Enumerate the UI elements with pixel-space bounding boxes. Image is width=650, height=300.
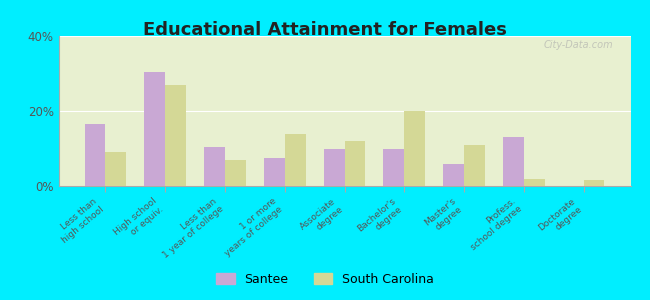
Text: Educational Attainment for Females: Educational Attainment for Females bbox=[143, 21, 507, 39]
Bar bbox=[105, 152, 126, 186]
Bar bbox=[404, 111, 425, 186]
Bar bbox=[584, 180, 605, 186]
Bar bbox=[324, 148, 344, 186]
Bar bbox=[225, 160, 246, 186]
Bar bbox=[84, 124, 105, 186]
Bar bbox=[503, 137, 524, 186]
Bar bbox=[144, 72, 165, 186]
Bar bbox=[165, 85, 186, 186]
Bar bbox=[264, 158, 285, 186]
Legend: Santee, South Carolina: Santee, South Carolina bbox=[211, 268, 439, 291]
Bar bbox=[524, 178, 545, 186]
Bar bbox=[443, 164, 464, 186]
Bar bbox=[285, 134, 306, 186]
Bar bbox=[204, 147, 225, 186]
Bar bbox=[384, 148, 404, 186]
Text: City-Data.com: City-Data.com bbox=[543, 40, 614, 50]
Bar bbox=[464, 145, 485, 186]
Bar bbox=[344, 141, 365, 186]
